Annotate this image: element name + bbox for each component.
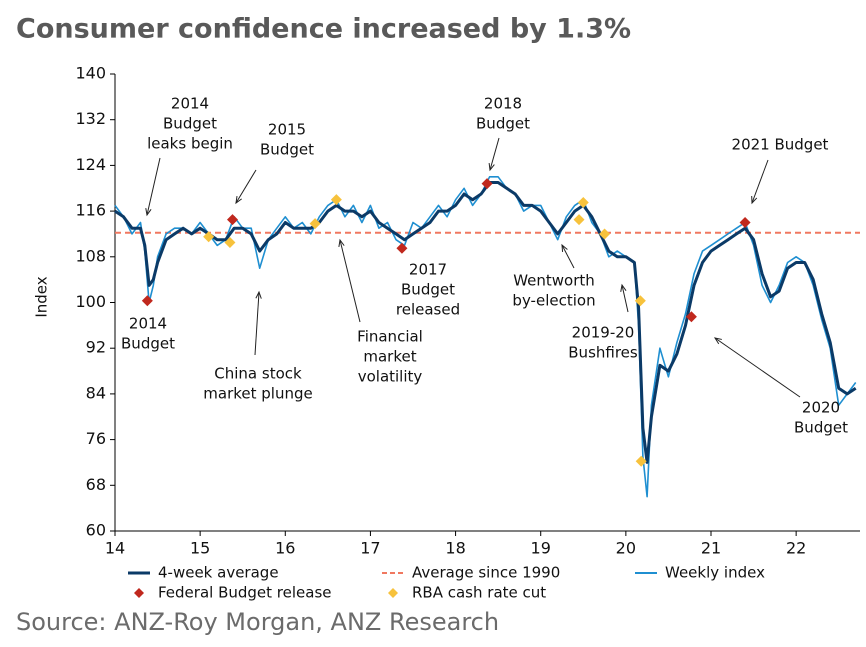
arrow-head [255, 290, 262, 299]
y-tick-label: 132 [75, 109, 106, 128]
event-marker [573, 214, 585, 226]
arrow-head [561, 243, 568, 253]
annotation: market [363, 348, 416, 366]
annotation: 2020 [802, 399, 840, 417]
annotation-arrow [235, 169, 257, 204]
x-tick-label: 22 [786, 539, 806, 558]
y-tick-label: 140 [75, 64, 106, 83]
arrow-head [713, 337, 722, 345]
annotation: volatility [358, 368, 423, 386]
annotation: 2021 Budget [732, 136, 829, 154]
y-tick-label: 92 [86, 338, 106, 357]
arrow-head [235, 196, 242, 205]
y-tick-label: 100 [75, 292, 106, 311]
annotation-arrow [254, 291, 260, 356]
arrow-head [751, 195, 758, 205]
y-tick-label: 68 [86, 475, 106, 494]
x-tick-label: 15 [190, 539, 210, 558]
annotation: 2018 [484, 95, 522, 113]
y-tick-label: 108 [75, 246, 106, 265]
event-marker [481, 178, 493, 190]
x-tick-label: 19 [531, 539, 551, 558]
annotation: Wentworth [513, 272, 595, 290]
annotation: 2014 [129, 315, 167, 333]
legend-label: Weekly index [665, 564, 765, 582]
annotation-arrow [489, 137, 500, 171]
arrow-head [145, 208, 152, 217]
annotation-arrow [621, 284, 629, 313]
event-marker [224, 237, 236, 249]
x-tick-label: 18 [445, 539, 465, 558]
annotation: Budget [476, 115, 530, 133]
y-tick-label: 84 [86, 383, 106, 402]
arrow-head [338, 238, 345, 247]
arrow-head [488, 162, 495, 172]
annotation: 2017 [409, 261, 447, 279]
chart-title: Consumer confidence increased by 1.3% [16, 14, 631, 45]
legend-label: Average since 1990 [412, 564, 560, 582]
x-tick-label: 21 [701, 539, 721, 558]
event-marker [141, 295, 153, 307]
annotation: 2019-20 [572, 324, 635, 342]
annotation: 2015 [268, 121, 306, 139]
event-marker [309, 218, 321, 230]
event-marker [739, 217, 751, 229]
legend-label: RBA cash rate cut [412, 584, 546, 602]
event-marker [203, 231, 215, 243]
annotation: Budget [401, 281, 455, 299]
event-marker [330, 194, 342, 206]
legend-label: 4-week average [158, 564, 279, 582]
event-marker [577, 197, 589, 209]
event-marker [226, 214, 238, 226]
y-tick-label: 60 [86, 521, 106, 540]
annotation: Financial [357, 328, 423, 346]
annotation-arrow [714, 337, 801, 398]
x-tick-label: 20 [616, 539, 636, 558]
x-tick-label: 14 [105, 539, 125, 558]
annotation: leaks begin [147, 135, 233, 153]
y-tick-label: 124 [75, 155, 106, 174]
annotation: released [396, 301, 460, 319]
annotation-arrow [146, 157, 161, 216]
annotation: by-election [512, 292, 595, 310]
event-marker [685, 311, 697, 323]
event-marker [634, 295, 646, 307]
y-tick-label: 76 [86, 429, 106, 448]
annotation: 2014 [171, 95, 209, 113]
annotation: Budget [260, 141, 314, 159]
y-axis-label: Index [33, 276, 51, 317]
x-tick-label: 16 [275, 539, 295, 558]
annotation: Bushfires [568, 344, 638, 362]
annotation-arrow [339, 239, 361, 323]
x-tick-label: 17 [360, 539, 380, 558]
annotation: Budget [163, 115, 217, 133]
legend-label: Federal Budget release [158, 584, 332, 602]
annotation: Budget [794, 419, 848, 437]
annotation: China stock [214, 365, 302, 383]
legend-swatch [134, 588, 144, 598]
event-marker [599, 228, 611, 240]
event-marker [635, 455, 647, 467]
arrow-head [620, 283, 627, 292]
annotation: market plunge [203, 385, 312, 403]
y-tick-label: 116 [75, 201, 106, 220]
annotation-arrow [751, 159, 769, 204]
series-line [114, 181, 857, 464]
source: Source: ANZ-Roy Morgan, ANZ Research [16, 608, 499, 636]
annotation: Budget [121, 335, 175, 353]
event-marker [396, 242, 408, 254]
annotation-arrow [561, 244, 575, 269]
legend-swatch [388, 588, 398, 598]
